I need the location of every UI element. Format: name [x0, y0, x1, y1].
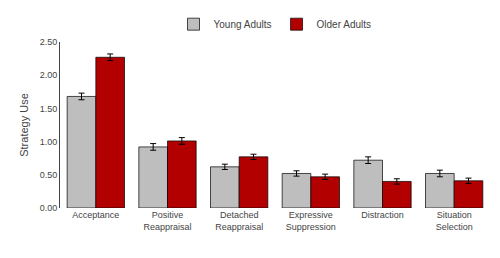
svg-text:Older Adults: Older Adults [317, 19, 371, 30]
svg-text:Distraction: Distraction [361, 210, 404, 220]
svg-text:Strategy Use: Strategy Use [18, 93, 30, 157]
svg-text:Young Adults: Young Adults [214, 19, 272, 30]
svg-text:0.00: 0.00 [40, 203, 58, 213]
svg-text:2.50: 2.50 [40, 37, 58, 47]
svg-text:Acceptance: Acceptance [72, 210, 119, 220]
svg-text:ExpressiveSuppression: ExpressiveSuppression [286, 210, 336, 232]
svg-text:1.50: 1.50 [40, 104, 58, 114]
svg-text:1.00: 1.00 [40, 137, 58, 147]
svg-text:0.50: 0.50 [40, 170, 58, 180]
svg-text:DetachedReappraisal: DetachedReappraisal [215, 210, 263, 232]
svg-text:PositiveReappraisal: PositiveReappraisal [143, 210, 191, 232]
svg-text:2.00: 2.00 [40, 70, 58, 80]
svg-text:SituationSelection: SituationSelection [436, 210, 473, 232]
